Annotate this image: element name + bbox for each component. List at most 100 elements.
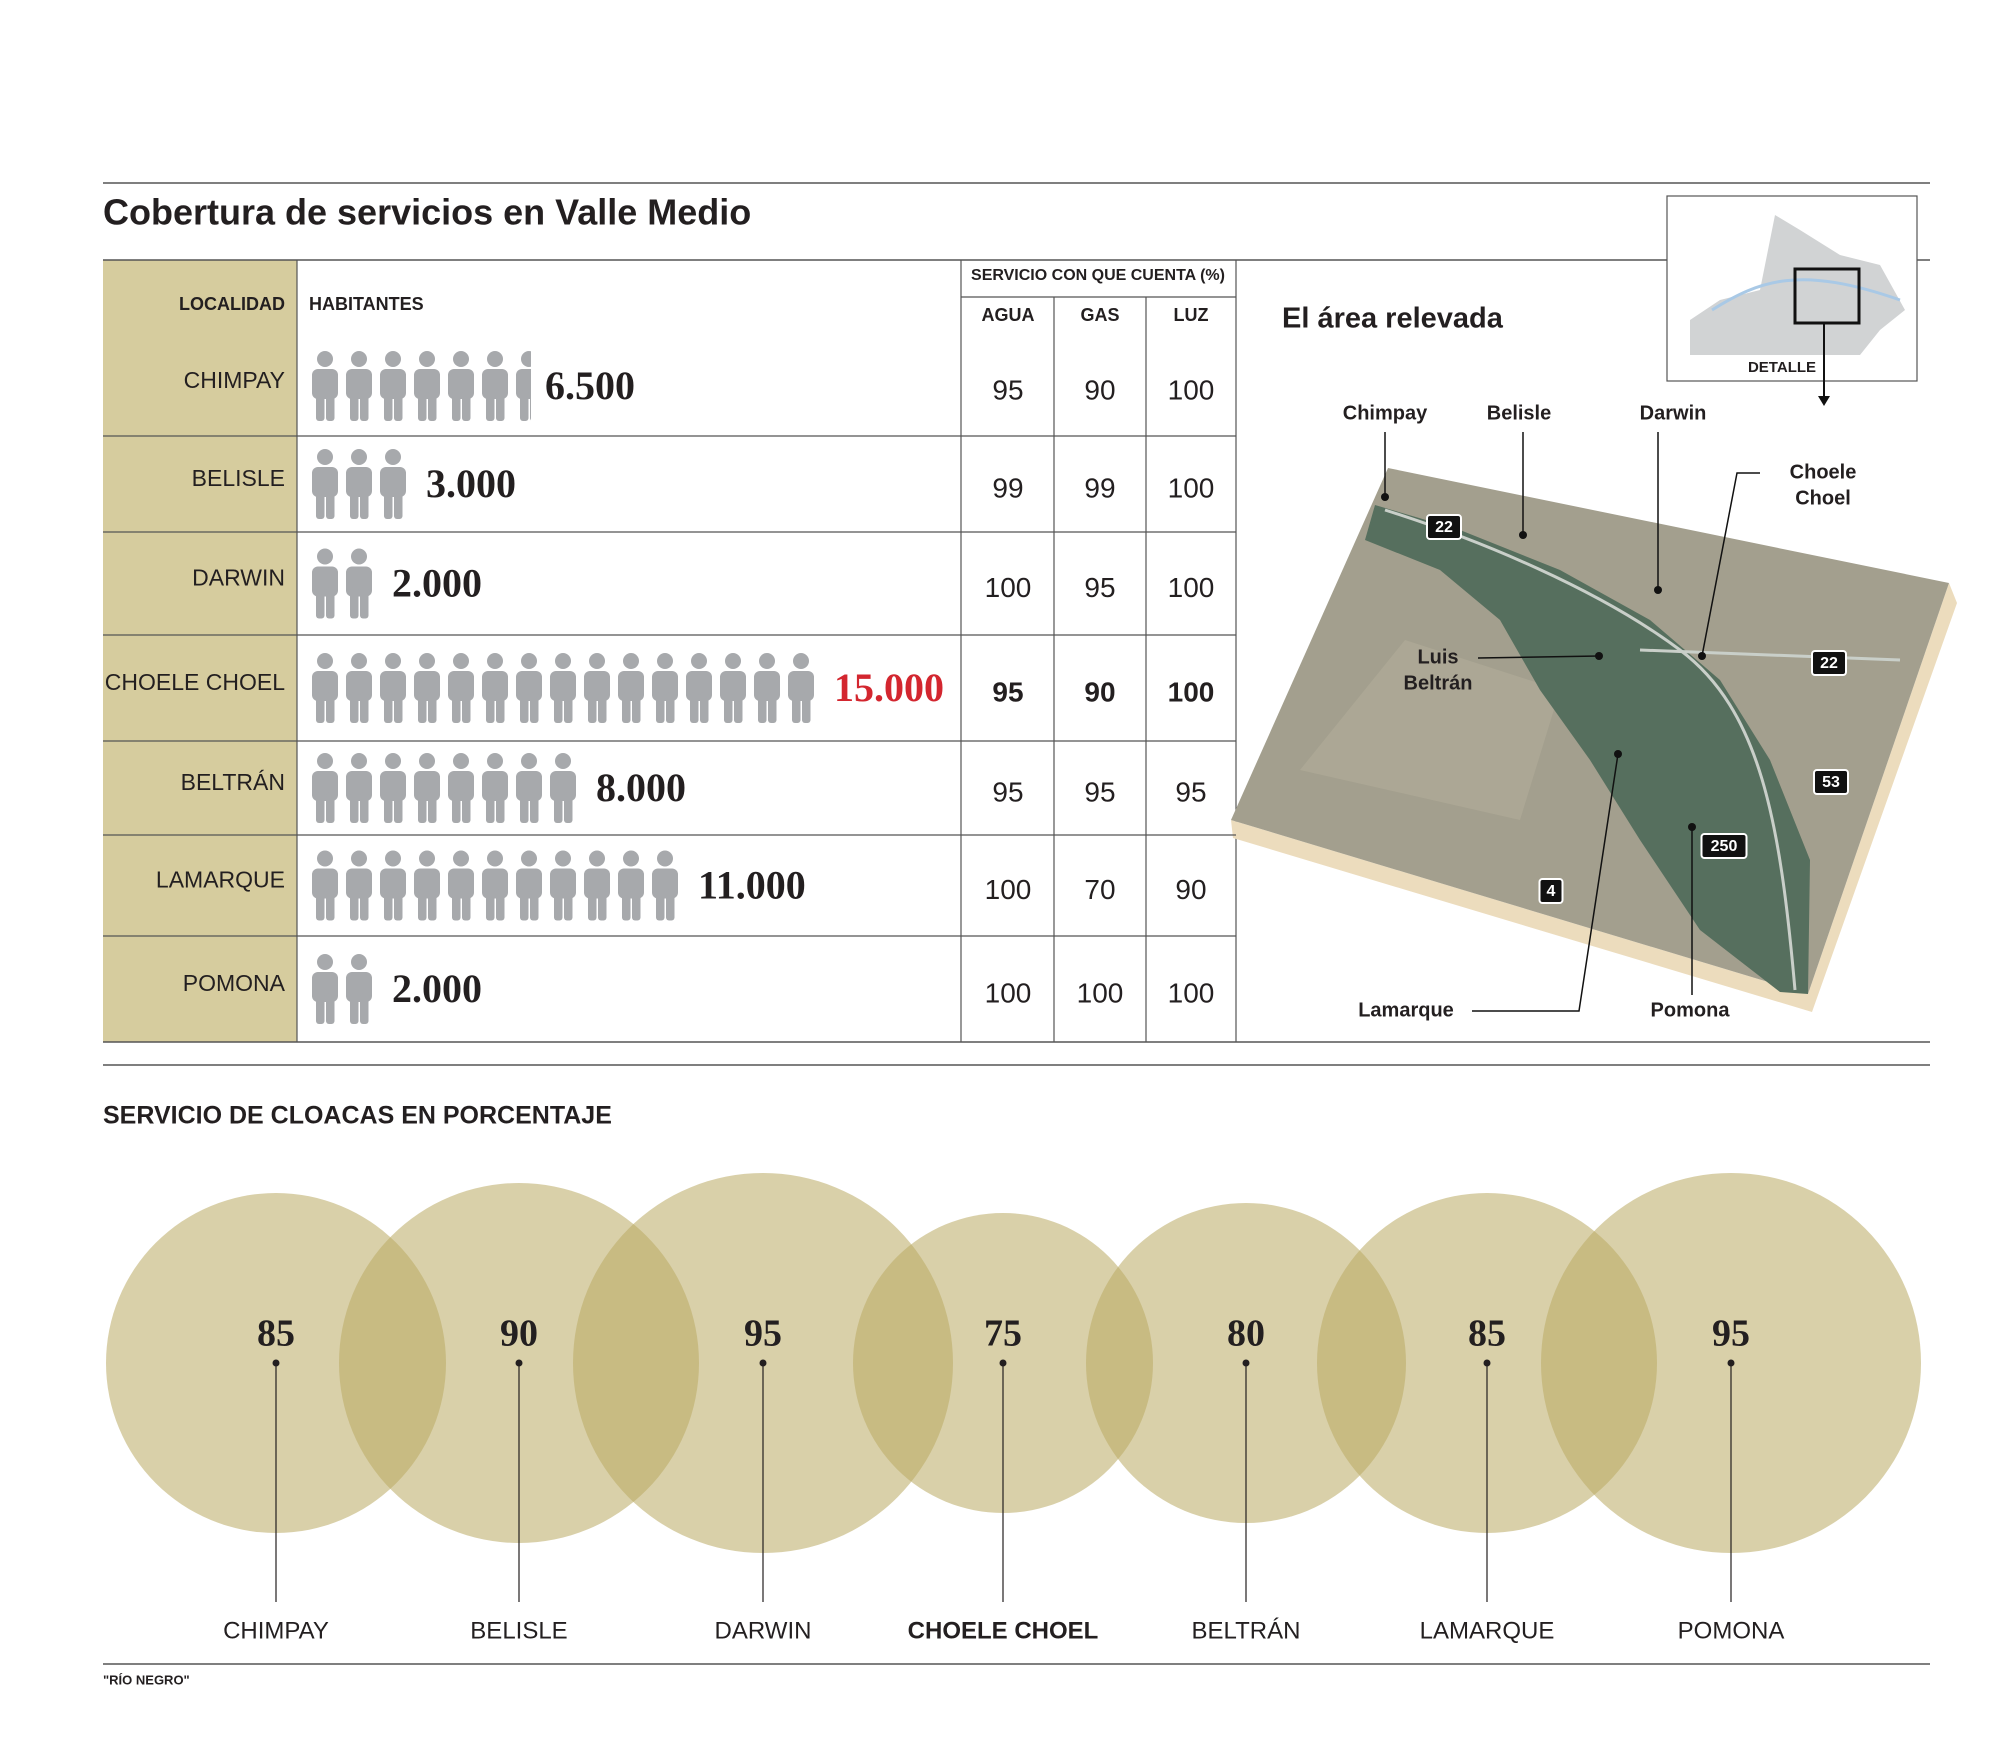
service-value: 100 [1168, 472, 1215, 503]
service-value: 100 [985, 977, 1032, 1008]
person-icon [380, 653, 406, 723]
icon-leg [554, 889, 563, 921]
route-shield [1811, 650, 1847, 676]
icon-leg [384, 692, 393, 723]
population-label: 6.500 [545, 363, 635, 408]
source-note: "RÍO NEGRO" [103, 1672, 190, 1687]
person-icon [346, 449, 372, 519]
icon-leg [316, 587, 325, 619]
table-header: HABITANTES [309, 294, 424, 314]
icon-leg [554, 792, 563, 823]
icon-leg [360, 993, 369, 1024]
route-number: 4 [1547, 883, 1556, 900]
icon-leg [326, 889, 335, 921]
icon-head [453, 351, 469, 367]
icon-leg [632, 889, 641, 921]
icon-leg [530, 692, 539, 723]
pictogram [312, 653, 814, 723]
icon-leg [384, 792, 393, 823]
icon-leg [758, 692, 767, 723]
x-tick-label: POMONA [1678, 1617, 1785, 1644]
section-title: SERVICIO DE CLOACAS EN PORCENTAJE [103, 1102, 612, 1130]
person-icon [754, 653, 780, 723]
locality-name: BELTRÁN [181, 769, 285, 795]
icon-head [759, 653, 775, 669]
icon-leg [452, 889, 461, 921]
service-value: 90 [1084, 676, 1115, 707]
person-icon [482, 351, 508, 421]
icon-leg [520, 792, 529, 823]
population-label: 2.000 [392, 966, 482, 1011]
icon-leg [724, 692, 733, 723]
person-icon [346, 548, 372, 619]
person-icon [448, 753, 474, 823]
person-icon [652, 653, 678, 723]
person-icon [550, 850, 576, 921]
route-shield [1813, 769, 1849, 795]
pictogram [312, 954, 372, 1024]
icon-leg [350, 488, 359, 519]
icon-head [691, 653, 707, 669]
icon-leg [554, 692, 563, 723]
icon-leg [462, 390, 471, 421]
icon-leg [394, 692, 403, 723]
icon-leg [690, 692, 699, 723]
person-icon [618, 850, 644, 921]
icon-leg [462, 889, 471, 921]
inset-province [1690, 215, 1905, 355]
place-label: Luis [1417, 646, 1458, 668]
person-icon [584, 850, 610, 921]
icon-leg [326, 488, 335, 519]
route-shield [1538, 878, 1564, 904]
population-label: 8.000 [596, 765, 686, 810]
person-icon [380, 449, 406, 519]
icon-leg [768, 692, 777, 723]
icon-leg [622, 889, 631, 921]
icon-leg [350, 587, 359, 619]
icon-head [385, 449, 401, 465]
person-icon [516, 351, 531, 421]
x-tick-label: BELTRÁN [1192, 1617, 1301, 1644]
person-icon [380, 753, 406, 823]
person-icon [346, 753, 372, 823]
icon-leg [632, 692, 641, 723]
service-value: 100 [1077, 977, 1124, 1008]
route-number: 22 [1435, 519, 1453, 536]
person-icon [550, 753, 576, 823]
service-value: 70 [1084, 874, 1115, 905]
bubble-value: 75 [984, 1313, 1022, 1355]
icon-leg [360, 792, 369, 823]
icon-leg [326, 390, 335, 421]
route-number: 250 [1711, 838, 1738, 855]
icon-leg [792, 692, 801, 723]
icon-head [521, 850, 537, 867]
route-number: 53 [1822, 774, 1840, 791]
icon-head [487, 753, 503, 769]
route-number: 22 [1820, 655, 1838, 672]
service-value: 95 [1084, 572, 1115, 603]
person-icon [414, 753, 440, 823]
icon-head [419, 753, 435, 769]
icon-leg [418, 792, 427, 823]
icon-head [453, 653, 469, 669]
icon-leg [394, 488, 403, 519]
person-icon [516, 753, 542, 823]
icon-leg [428, 390, 437, 421]
table-header: LOCALIDAD [179, 294, 285, 314]
person-icon [652, 850, 678, 921]
icon-head [793, 653, 809, 669]
icon-leg [326, 587, 335, 619]
icon-leg [734, 692, 743, 723]
inset-detail-box [1793, 267, 1861, 325]
icon-head [623, 653, 639, 669]
person-icon [346, 850, 372, 921]
icon-head [351, 351, 367, 367]
icon-head [555, 653, 571, 669]
service-value: 100 [1168, 977, 1215, 1008]
icon-head [555, 850, 571, 867]
icon-leg [350, 792, 359, 823]
place-label: Choel [1795, 487, 1851, 509]
map-field [1300, 640, 1560, 820]
inset-label: DETALLE [1748, 359, 1816, 376]
